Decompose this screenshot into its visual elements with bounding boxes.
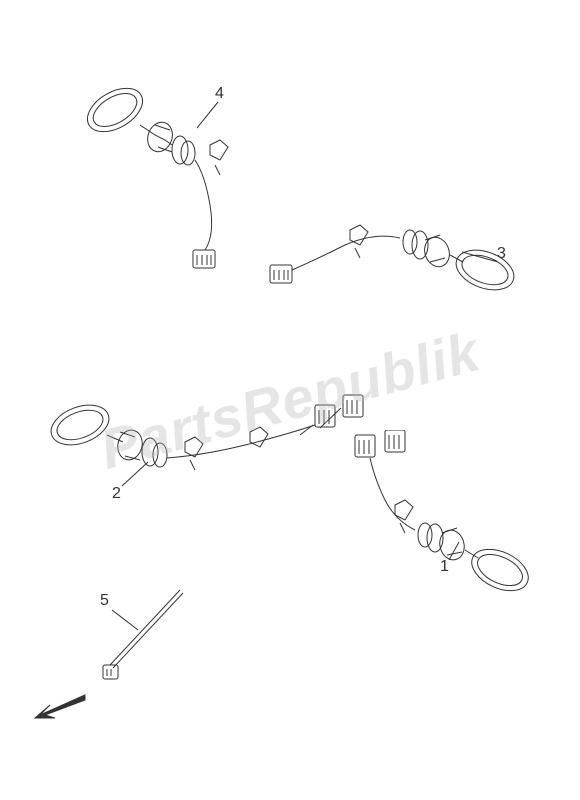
callout-5-label: 5 [100,592,109,609]
parts-diagram: 4 3 2 1 5 PartsRepublik [0,0,580,800]
part-5-cable-tie [75,580,205,690]
part-1-turn-signal [300,430,540,620]
callout-3-line [460,250,500,265]
direction-arrow-icon [25,690,95,730]
callout-5: 5 [100,592,109,610]
callout-2-line [120,460,150,488]
callout-1-line [447,540,462,562]
callout-4-line [195,100,220,130]
callout-5-line [110,608,140,633]
